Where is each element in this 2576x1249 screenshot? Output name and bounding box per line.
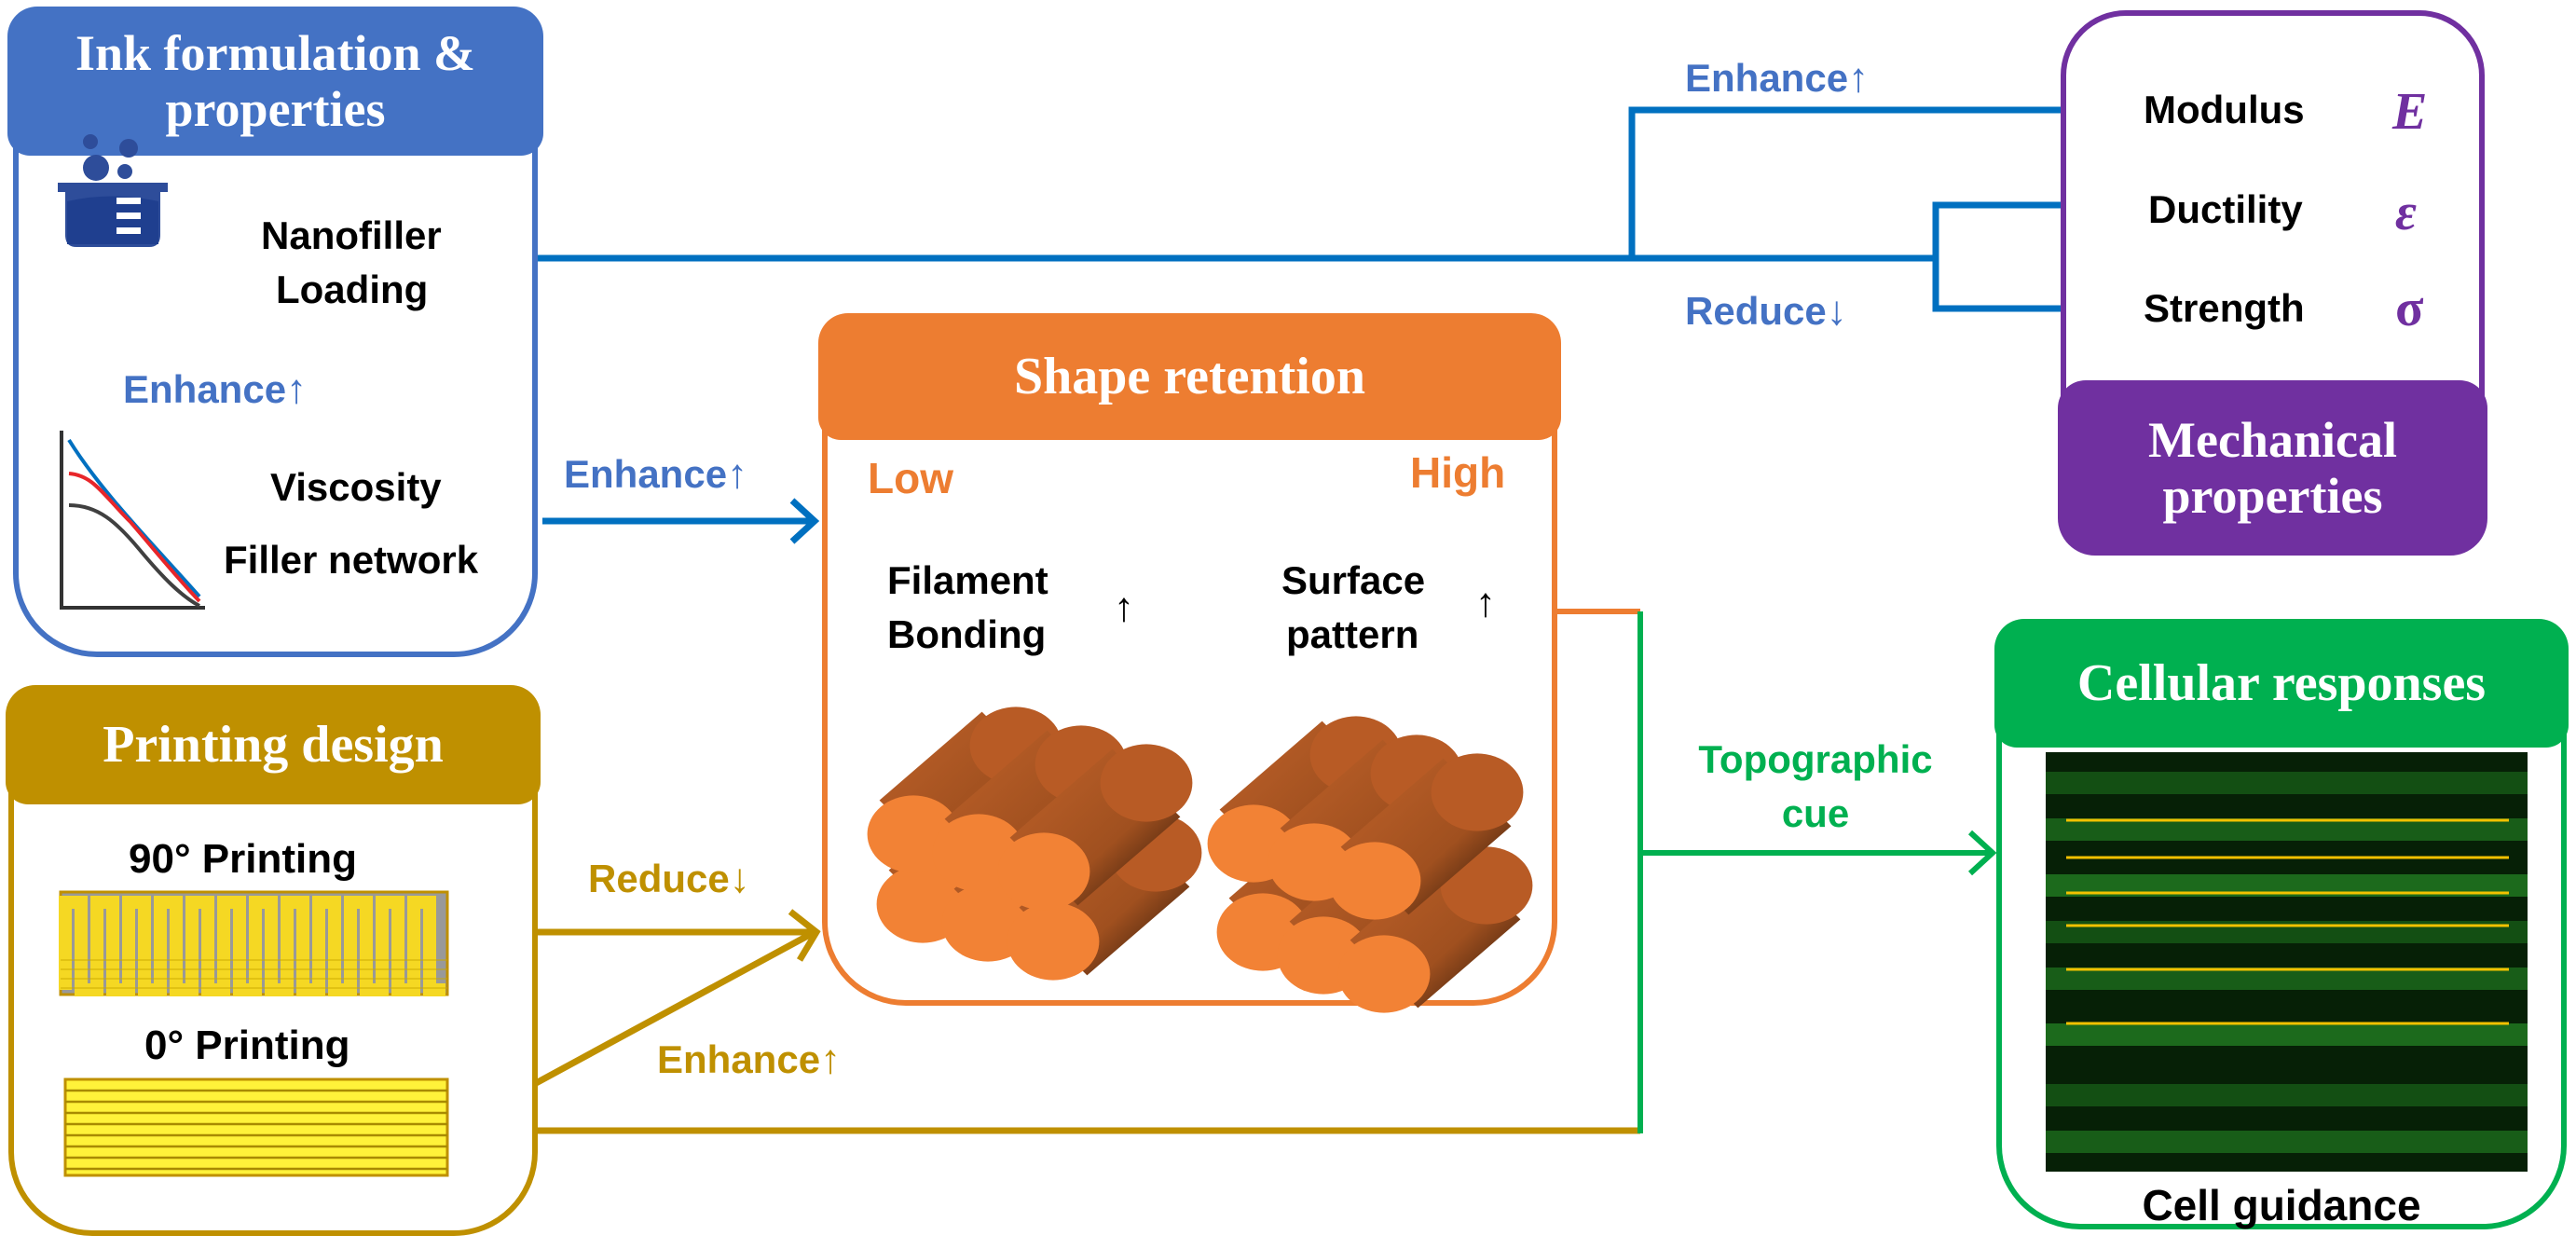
enhance-0-text: Enhance <box>657 1037 821 1081</box>
mechanical-properties-header: Mechanical properties <box>2058 380 2487 556</box>
gold-arrowhead <box>788 909 821 962</box>
low-label: Low <box>868 454 953 502</box>
reduce-90-text: Reduce <box>588 857 730 900</box>
printing-design-header: Printing design <box>6 685 541 804</box>
ink-enhance-label: Enhance↑ <box>123 369 307 410</box>
topographic-label: Topographic <box>1698 737 1933 781</box>
down-arrow-icon: ↓ <box>729 856 750 901</box>
reduce-90-label: Reduce↓ <box>588 858 750 899</box>
enhance-to-shape-label: Enhance↑ <box>564 454 747 495</box>
green-connectors <box>1637 611 1997 1133</box>
mechanical-properties-title: Mechanical properties <box>2148 411 2397 524</box>
filler-network-label: Filler network <box>224 538 479 582</box>
modulus-label: Modulus <box>2144 88 2305 131</box>
up-arrow-icon: ↑ <box>820 1036 842 1082</box>
modulus-symbol: E <box>2392 83 2428 141</box>
strength-symbol: σ <box>2395 280 2424 337</box>
enhance-to-shape-text: Enhance <box>564 452 728 496</box>
cellular-responses-header: Cellular responses <box>1994 619 2569 748</box>
cellular-responses-title: Cellular responses <box>2076 653 2487 712</box>
up-arrow-icon: ↑ <box>286 366 308 412</box>
enhance-mech-label: Enhance↑ <box>1685 58 1869 99</box>
print0-label: 0° Printing <box>144 1023 350 1068</box>
modulus-branch <box>1628 106 2108 258</box>
loading-label: Loading <box>276 268 429 311</box>
cell-guidance-caption: Cell guidance <box>2142 1181 2421 1229</box>
ink-formulation-header: Ink formulation & properties <box>7 7 543 156</box>
pattern-label: pattern <box>1286 612 1419 656</box>
nanofiller-label: Nanofiller <box>261 213 442 257</box>
bonding-label: Bonding <box>887 612 1047 656</box>
high-label: High <box>1410 448 1506 497</box>
ductility-label: Ductility <box>2148 187 2303 231</box>
enhance-to-shape-line <box>542 498 820 544</box>
reduce-mech-text: Reduce <box>1685 289 1827 333</box>
printing-design-title: Printing design <box>103 715 444 774</box>
filament-up-arrow-icon: ↑ <box>1114 584 1134 630</box>
ink-formulation-title: Ink formulation & properties <box>75 24 476 137</box>
up-arrow-icon: ↑ <box>727 451 748 497</box>
strength-label: Strength <box>2144 286 2305 330</box>
up-arrow-icon: ↑ <box>1848 55 1870 101</box>
enhance-mech-text: Enhance <box>1685 56 1849 100</box>
filament-label: Filament <box>887 558 1048 602</box>
shape-retention-header: Shape retention <box>818 313 1561 440</box>
surface-up-arrow-icon: ↑ <box>1475 580 1496 625</box>
cue-label: cue <box>1781 791 1850 835</box>
ductility-strength-branch <box>1932 201 2108 312</box>
down-arrow-icon: ↓ <box>1826 288 1847 334</box>
reduce-mech-label: Reduce↓ <box>1685 291 1847 332</box>
ink-enhance-text: Enhance <box>123 367 287 411</box>
ductility-symbol: ε <box>2395 184 2417 241</box>
surface-label: Surface <box>1281 558 1426 602</box>
viscosity-label: Viscosity <box>270 465 442 509</box>
shape-retention-title: Shape retention <box>1014 347 1365 405</box>
enhance-0-label: Enhance↑ <box>657 1039 841 1080</box>
print90-label: 90° Printing <box>129 836 357 882</box>
